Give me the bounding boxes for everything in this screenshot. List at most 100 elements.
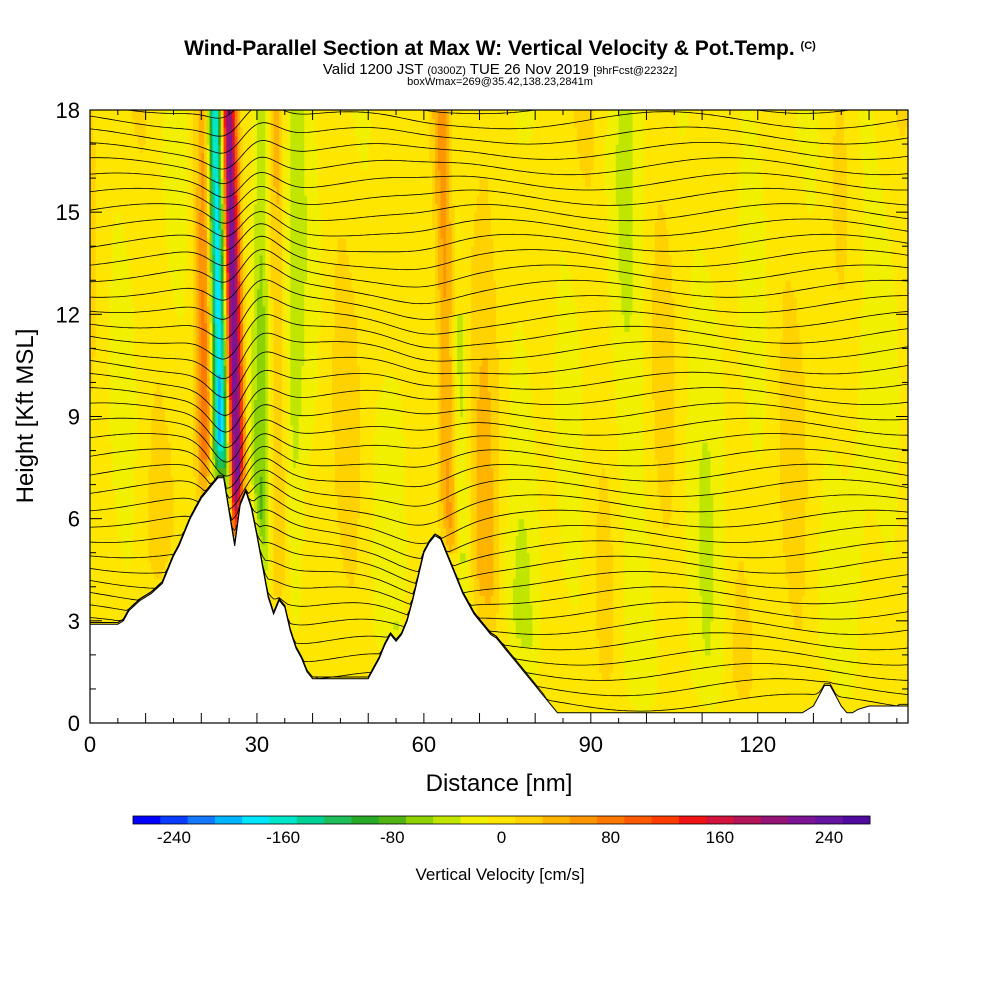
colorbar-swatch [842,816,871,824]
velocity-cell [240,476,244,494]
velocity-cell [610,110,614,349]
velocity-cell [671,297,675,486]
isentrope-line [90,445,908,489]
velocity-cell [526,144,531,367]
velocity-cell [540,110,545,723]
velocity-cell [220,152,225,179]
velocity-cell [738,161,742,341]
velocity-cell [448,527,453,554]
velocity-cell [888,237,892,562]
velocity-cell [704,110,709,264]
velocity-cell [835,459,840,690]
velocity-cell [640,110,645,723]
velocity-cell [396,110,400,384]
velocity-cell [746,416,751,596]
colorbar-swatch [324,816,352,824]
velocity-cell [752,450,756,723]
velocity-cell [337,527,342,723]
velocity-cell [615,110,620,145]
velocity-cell [343,569,347,723]
velocity-cell [418,110,422,723]
velocity-cell [476,399,481,579]
velocity-cell [165,425,169,562]
velocity-cell [702,637,706,707]
velocity-cell [332,433,336,723]
velocity-cell [902,110,906,137]
y-tick-label: 12 [56,302,80,327]
velocity-cell [421,110,425,723]
velocity-cell [112,229,116,486]
velocity-cell [209,271,214,324]
colorbar-swatch [487,816,516,824]
velocity-cell [440,110,444,239]
velocity-cell [777,110,781,723]
velocity-cell [860,544,865,723]
velocity-cell [866,510,870,723]
velocity-cell [793,297,798,630]
isentrope-line [90,279,908,320]
velocity-cell [223,246,227,273]
velocity-cell [760,178,764,452]
velocity-cell [226,271,230,298]
colorbar-swatch [624,816,653,824]
velocity-cell [265,280,269,571]
velocity-cell [181,110,186,315]
velocity-cell [813,110,817,205]
velocity-cell [621,518,625,723]
velocity-cell [387,110,392,375]
velocity-cell [223,416,227,460]
velocity-cell [362,110,367,171]
velocity-cell [390,110,394,375]
velocity-cell [243,263,247,358]
velocity-cell [195,186,200,443]
velocity-cell [707,110,712,273]
velocity-cell [354,314,358,571]
velocity-cell [159,110,163,392]
colorbar-tick-label: -160 [266,828,300,847]
velocity-cell [245,110,250,435]
velocity-cell [115,212,119,511]
velocity-cell [702,442,706,639]
velocity-cell [807,212,812,723]
isentrope-line [90,186,908,211]
velocity-cell [409,110,414,723]
velocity-cell [318,331,322,723]
velocity-cell [813,203,817,723]
velocity-cell [482,110,486,179]
velocity-cell [223,229,227,247]
isentrope-line [90,402,908,449]
velocity-cell [699,110,703,247]
velocity-cell [226,382,230,401]
velocity-cell [231,152,236,188]
velocity-cell [320,110,325,723]
velocity-cell [718,339,723,699]
velocity-cell [401,110,405,435]
velocity-cell [518,144,522,324]
velocity-cell [240,322,244,367]
velocity-cell [204,161,208,230]
velocity-cell [204,476,208,494]
velocity-cell [446,544,450,554]
velocity-cell [479,110,483,179]
velocity-cell [682,135,687,723]
velocity-cell [588,110,592,188]
velocity-cell [599,110,603,477]
isentrope-line [90,296,908,340]
velocity-cell [354,569,358,723]
velocity-cell [226,178,230,213]
velocity-cell [220,322,225,358]
velocity-cell [485,178,489,358]
velocity-cell [201,476,205,494]
velocity-cell [390,373,394,723]
velocity-cell [490,237,495,469]
velocity-cell [404,586,408,622]
velocity-cell [398,110,403,401]
velocity-cell [846,110,851,477]
terrain-profile [90,477,908,723]
velocity-cell [451,314,456,375]
velocity-cell [896,127,901,367]
velocity-cell [782,552,787,723]
velocity-cell [256,518,261,537]
velocity-cell [496,110,500,349]
velocity-cell [885,552,890,723]
